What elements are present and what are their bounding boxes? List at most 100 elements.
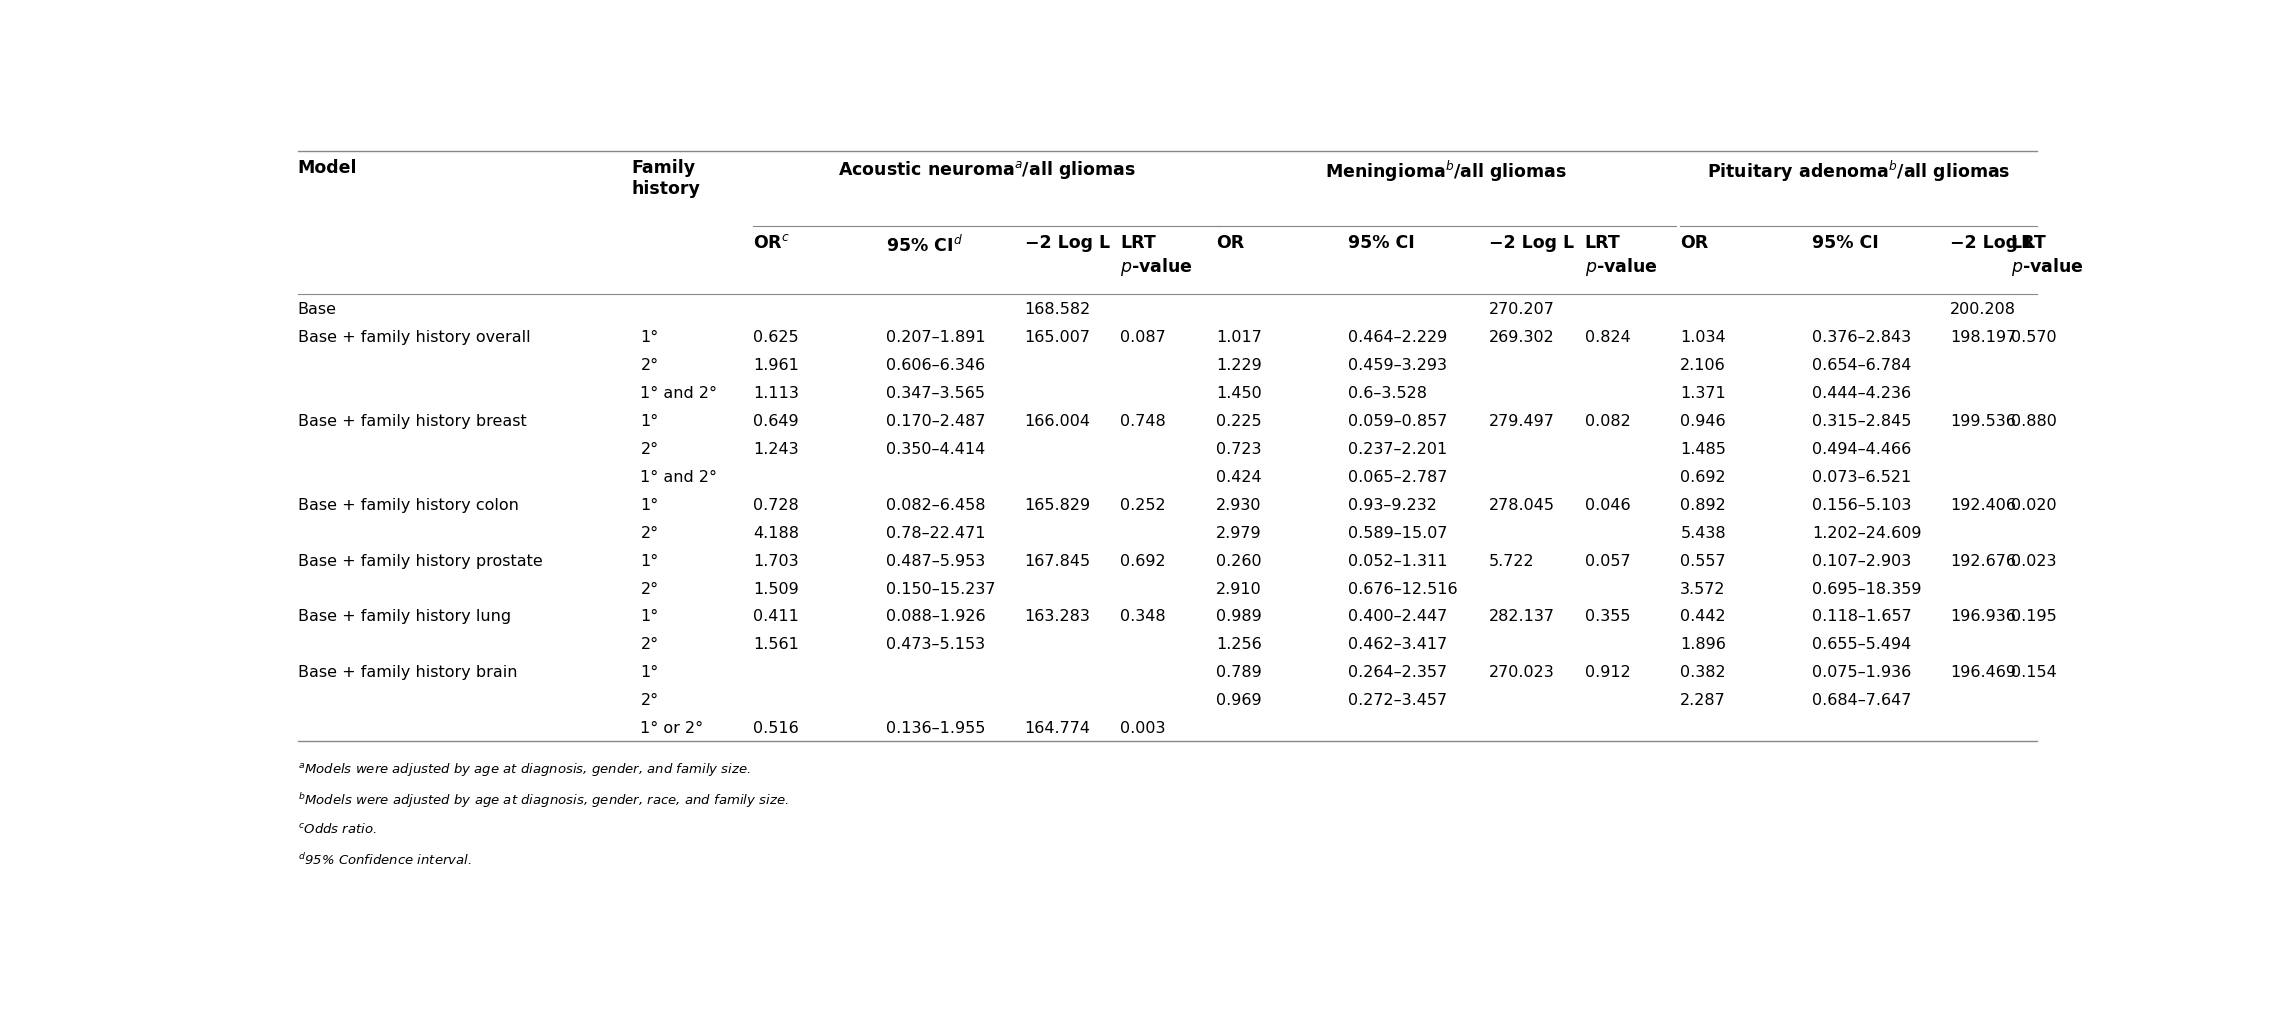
Text: 0.442: 0.442 <box>1681 609 1727 625</box>
Text: 196.469: 196.469 <box>1949 666 2015 680</box>
Text: 0.464–2.229: 0.464–2.229 <box>1348 329 1448 345</box>
Text: 0.487–5.953: 0.487–5.953 <box>885 554 985 569</box>
Text: 1.113: 1.113 <box>753 386 799 400</box>
Text: 1.202–24.609: 1.202–24.609 <box>1813 526 1922 540</box>
Text: 0.073–6.521: 0.073–6.521 <box>1813 469 1913 485</box>
Text: 5.722: 5.722 <box>1488 554 1534 569</box>
Text: 0.424: 0.424 <box>1216 469 1262 485</box>
Text: 2°: 2° <box>640 358 658 372</box>
Text: 0.237–2.201: 0.237–2.201 <box>1348 441 1448 457</box>
Text: 0.880: 0.880 <box>2010 414 2056 429</box>
Text: 0.6–3.528: 0.6–3.528 <box>1348 386 1427 400</box>
Text: 0.023: 0.023 <box>2010 554 2056 569</box>
Text: LRT
$p$-value: LRT $p$-value <box>1121 235 1193 278</box>
Text: 2°: 2° <box>640 441 658 457</box>
Text: 0.052–1.311: 0.052–1.311 <box>1348 554 1448 569</box>
Text: 1.450: 1.450 <box>1216 386 1262 400</box>
Text: OR: OR <box>1681 235 1709 252</box>
Text: 0.606–6.346: 0.606–6.346 <box>885 358 985 372</box>
Text: 1.561: 1.561 <box>753 638 799 652</box>
Text: 0.444–4.236: 0.444–4.236 <box>1813 386 1910 400</box>
Text: 0.655–5.494: 0.655–5.494 <box>1813 638 1913 652</box>
Text: 166.004: 166.004 <box>1026 414 1091 429</box>
Text: 0.892: 0.892 <box>1681 498 1727 512</box>
Text: 167.845: 167.845 <box>1026 554 1091 569</box>
Text: 1.017: 1.017 <box>1216 329 1262 345</box>
Text: 0.654–6.784: 0.654–6.784 <box>1813 358 1913 372</box>
Text: Base + family history overall: Base + family history overall <box>297 329 531 345</box>
Text: 1°: 1° <box>640 554 658 569</box>
Text: 1°: 1° <box>640 329 658 345</box>
Text: 0.459–3.293: 0.459–3.293 <box>1348 358 1448 372</box>
Text: −2 Log L: −2 Log L <box>1488 235 1575 252</box>
Text: 199.536: 199.536 <box>1949 414 2015 429</box>
Text: 0.082: 0.082 <box>1584 414 1631 429</box>
Text: 0.723: 0.723 <box>1216 441 1262 457</box>
Text: Base + family history lung: Base + family history lung <box>297 609 511 625</box>
Text: 0.272–3.457: 0.272–3.457 <box>1348 694 1448 708</box>
Text: 278.045: 278.045 <box>1488 498 1554 512</box>
Text: 0.684–7.647: 0.684–7.647 <box>1813 694 1913 708</box>
Text: Pituitary adenoma$^b$/all gliomas: Pituitary adenoma$^b$/all gliomas <box>1706 159 2010 184</box>
Text: 0.462–3.417: 0.462–3.417 <box>1348 638 1448 652</box>
Text: 95% CI: 95% CI <box>1348 235 1416 252</box>
Text: 1.703: 1.703 <box>753 554 799 569</box>
Text: 0.347–3.565: 0.347–3.565 <box>885 386 985 400</box>
Text: 165.829: 165.829 <box>1026 498 1091 512</box>
Text: 0.107–2.903: 0.107–2.903 <box>1813 554 1913 569</box>
Text: 0.046: 0.046 <box>1584 498 1629 512</box>
Text: 2.287: 2.287 <box>1681 694 1727 708</box>
Text: 0.400–2.447: 0.400–2.447 <box>1348 609 1448 625</box>
Text: 0.170–2.487: 0.170–2.487 <box>885 414 985 429</box>
Text: 0.065–2.787: 0.065–2.787 <box>1348 469 1448 485</box>
Text: 0.411: 0.411 <box>753 609 799 625</box>
Text: 0.355: 0.355 <box>1584 609 1629 625</box>
Text: 0.692: 0.692 <box>1121 554 1166 569</box>
Text: Meningioma$^b$/all gliomas: Meningioma$^b$/all gliomas <box>1325 159 1568 184</box>
Text: 198.197: 198.197 <box>1949 329 2017 345</box>
Text: 0.350–4.414: 0.350–4.414 <box>885 441 985 457</box>
Text: 1.229: 1.229 <box>1216 358 1262 372</box>
Text: 0.649: 0.649 <box>753 414 799 429</box>
Text: 0.087: 0.087 <box>1121 329 1166 345</box>
Text: 0.93–9.232: 0.93–9.232 <box>1348 498 1436 512</box>
Text: 0.348: 0.348 <box>1121 609 1166 625</box>
Text: 1.243: 1.243 <box>753 441 799 457</box>
Text: 0.075–1.936: 0.075–1.936 <box>1813 666 1913 680</box>
Text: 2.106: 2.106 <box>1681 358 1727 372</box>
Text: 3.572: 3.572 <box>1681 581 1727 597</box>
Text: 0.315–2.845: 0.315–2.845 <box>1813 414 1913 429</box>
Text: 1°: 1° <box>640 414 658 429</box>
Text: 2.979: 2.979 <box>1216 526 1262 540</box>
Text: 2°: 2° <box>640 581 658 597</box>
Text: 4.188: 4.188 <box>753 526 799 540</box>
Text: 1.896: 1.896 <box>1681 638 1727 652</box>
Text: Base: Base <box>297 301 336 317</box>
Text: 1° and 2°: 1° and 2° <box>640 469 717 485</box>
Text: Base + family history breast: Base + family history breast <box>297 414 526 429</box>
Text: 279.497: 279.497 <box>1488 414 1554 429</box>
Text: 1.485: 1.485 <box>1681 441 1727 457</box>
Text: LRT
$p$-value: LRT $p$-value <box>1584 235 1656 278</box>
Text: 165.007: 165.007 <box>1026 329 1091 345</box>
Text: −2 Log L: −2 Log L <box>1949 235 2035 252</box>
Text: 0.195: 0.195 <box>2010 609 2056 625</box>
Text: 0.589–15.07: 0.589–15.07 <box>1348 526 1448 540</box>
Text: 282.137: 282.137 <box>1488 609 1554 625</box>
Text: 0.088–1.926: 0.088–1.926 <box>885 609 985 625</box>
Text: 1.371: 1.371 <box>1681 386 1727 400</box>
Text: 0.260: 0.260 <box>1216 554 1262 569</box>
Text: 0.252: 0.252 <box>1121 498 1166 512</box>
Text: 0.695–18.359: 0.695–18.359 <box>1813 581 1922 597</box>
Text: Base + family history brain: Base + family history brain <box>297 666 517 680</box>
Text: 192.406: 192.406 <box>1949 498 2015 512</box>
Text: 5.438: 5.438 <box>1681 526 1727 540</box>
Text: 2°: 2° <box>640 694 658 708</box>
Text: Model: Model <box>297 159 356 177</box>
Text: 0.118–1.657: 0.118–1.657 <box>1813 609 1913 625</box>
Text: 200.208: 200.208 <box>1949 301 2015 317</box>
Text: OR: OR <box>1216 235 1243 252</box>
Text: 0.946: 0.946 <box>1681 414 1727 429</box>
Text: 0.728: 0.728 <box>753 498 799 512</box>
Text: 0.207–1.891: 0.207–1.891 <box>885 329 985 345</box>
